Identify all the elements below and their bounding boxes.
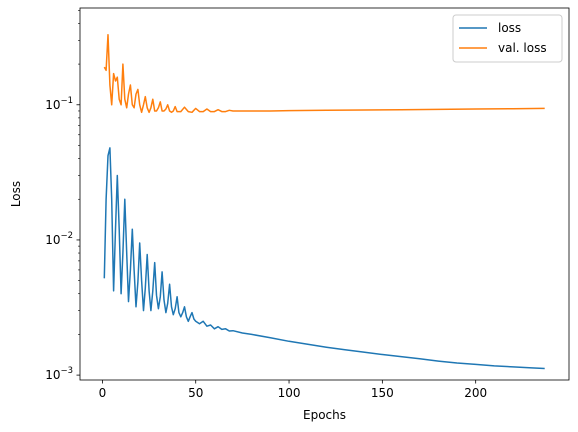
legend-label-val-loss: val. loss: [498, 41, 547, 55]
legend-box: [452, 14, 563, 63]
x-tick-label: 0: [99, 386, 107, 400]
x-axis-label: Epochs: [303, 408, 346, 422]
x-tick-label: 100: [278, 386, 301, 400]
y-axis-label: Loss: [9, 181, 23, 207]
series-line-val-loss: [103, 33, 545, 114]
x-tick-label: 200: [464, 386, 487, 400]
x-tick-label: 50: [188, 386, 203, 400]
legend: loss val. loss: [452, 14, 563, 63]
y-tick-label: 10−2: [45, 231, 73, 247]
series-line-loss: [103, 147, 545, 370]
legend-label-loss: loss: [498, 21, 521, 35]
plot-frame: [79, 7, 570, 381]
ticks-layer: 0 50 100 150 200 10−3 10−2 10−1: [45, 10, 487, 400]
series-layer: [103, 33, 545, 370]
x-tick-label: 150: [371, 386, 394, 400]
y-tick-label: 10−3: [45, 366, 73, 382]
y-tick-label: 10−1: [45, 96, 73, 112]
